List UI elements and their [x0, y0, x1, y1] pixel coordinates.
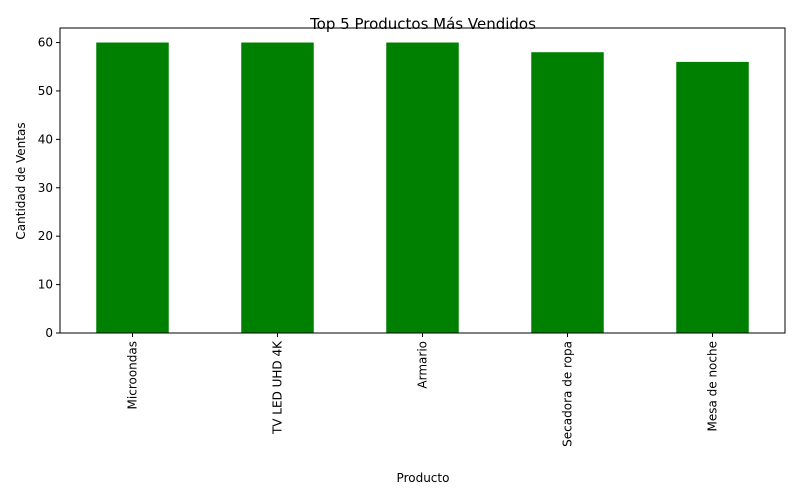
y-axis-ticks: 0 10 20 30 40 50 60: [38, 36, 60, 340]
y-axis-label: Cantidad de Ventas: [14, 122, 28, 239]
bar-microondas: [96, 42, 169, 334]
bar-armario: [386, 42, 459, 334]
bars-group: [96, 42, 749, 334]
x-tick-label-tv-led-uhd-4k: TV LED UHD 4K: [271, 340, 285, 435]
x-axis-label: Producto: [397, 471, 450, 485]
plot-frame: [59, 27, 786, 334]
x-tick-label-armario: Armario: [416, 341, 430, 389]
y-tick-label-20: 20: [38, 229, 53, 243]
y-tick-label-10: 10: [38, 278, 53, 292]
x-tick-label-mesa-de-noche: Mesa de noche: [706, 341, 720, 432]
y-tick-label-40: 40: [38, 132, 53, 146]
bar-mesa-de-noche: [676, 61, 749, 333]
bar-secadora-de-ropa: [531, 52, 604, 334]
x-tick-label-secadora-de-ropa: Secadora de ropa: [561, 341, 575, 447]
chart-title: Top 5 Productos Más Vendidos: [309, 15, 536, 33]
x-axis-ticks: Microondas TV LED UHD 4K Armario Secadora d…: [126, 333, 720, 447]
bar-tv-led-uhd-4k: [241, 42, 314, 334]
x-tick-label-microondas: Microondas: [126, 341, 140, 409]
y-tick-label-30: 30: [38, 181, 53, 195]
y-tick-label-50: 50: [38, 84, 53, 98]
y-tick-label-60: 60: [38, 36, 53, 50]
y-tick-label-0: 0: [45, 326, 53, 340]
